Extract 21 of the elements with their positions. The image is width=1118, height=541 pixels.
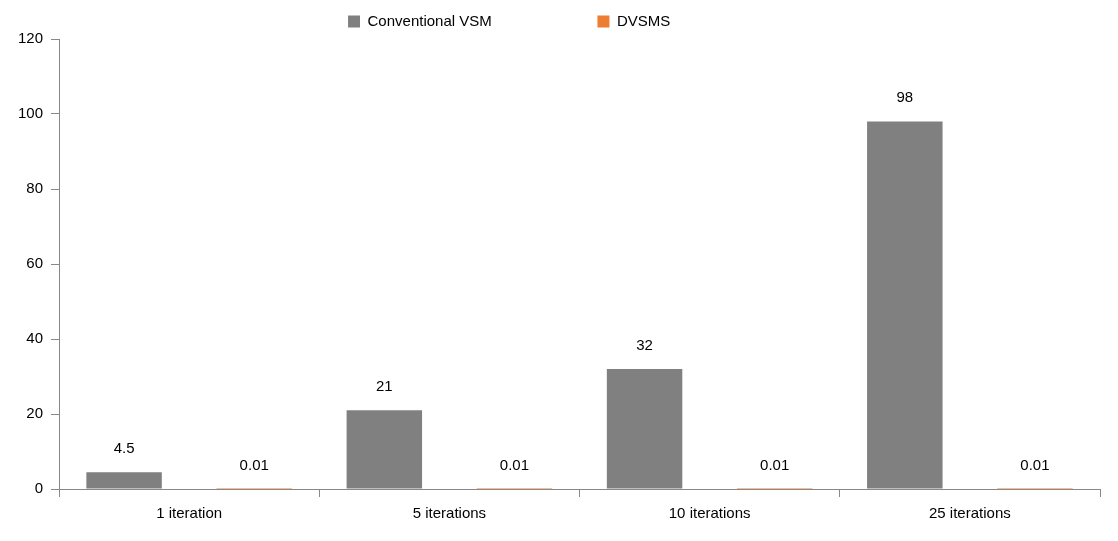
y-tick-label: 120 — [18, 29, 44, 47]
data-label: 0.01 — [1020, 455, 1050, 473]
data-label: 98 — [896, 88, 914, 106]
x-tick-label: 1 iteration — [156, 504, 223, 522]
y-tick-label: 0 — [34, 479, 44, 497]
data-label: 21 — [375, 376, 393, 394]
x-tick-label: 25 iterations — [929, 504, 1011, 522]
x-tick-label: 10 iterations — [668, 504, 751, 522]
y-tick-label: 60 — [26, 254, 44, 272]
y-tick-label: 100 — [18, 104, 44, 122]
x-tick-label: 5 iterations — [412, 504, 487, 522]
data-label: 4.5 — [113, 438, 135, 456]
legend-label: DVSMS — [616, 11, 762, 29]
data-label: 32 — [636, 335, 653, 353]
data-label: 0.01 — [760, 455, 790, 473]
y-tick-label: 20 — [26, 404, 44, 422]
y-tick-label: 80 — [26, 179, 44, 197]
data-label: 0.01 — [499, 455, 530, 473]
legend-label: Conventional VSM — [367, 11, 584, 29]
data-label: 0.01 — [239, 455, 269, 473]
y-tick-label: 40 — [26, 329, 44, 347]
